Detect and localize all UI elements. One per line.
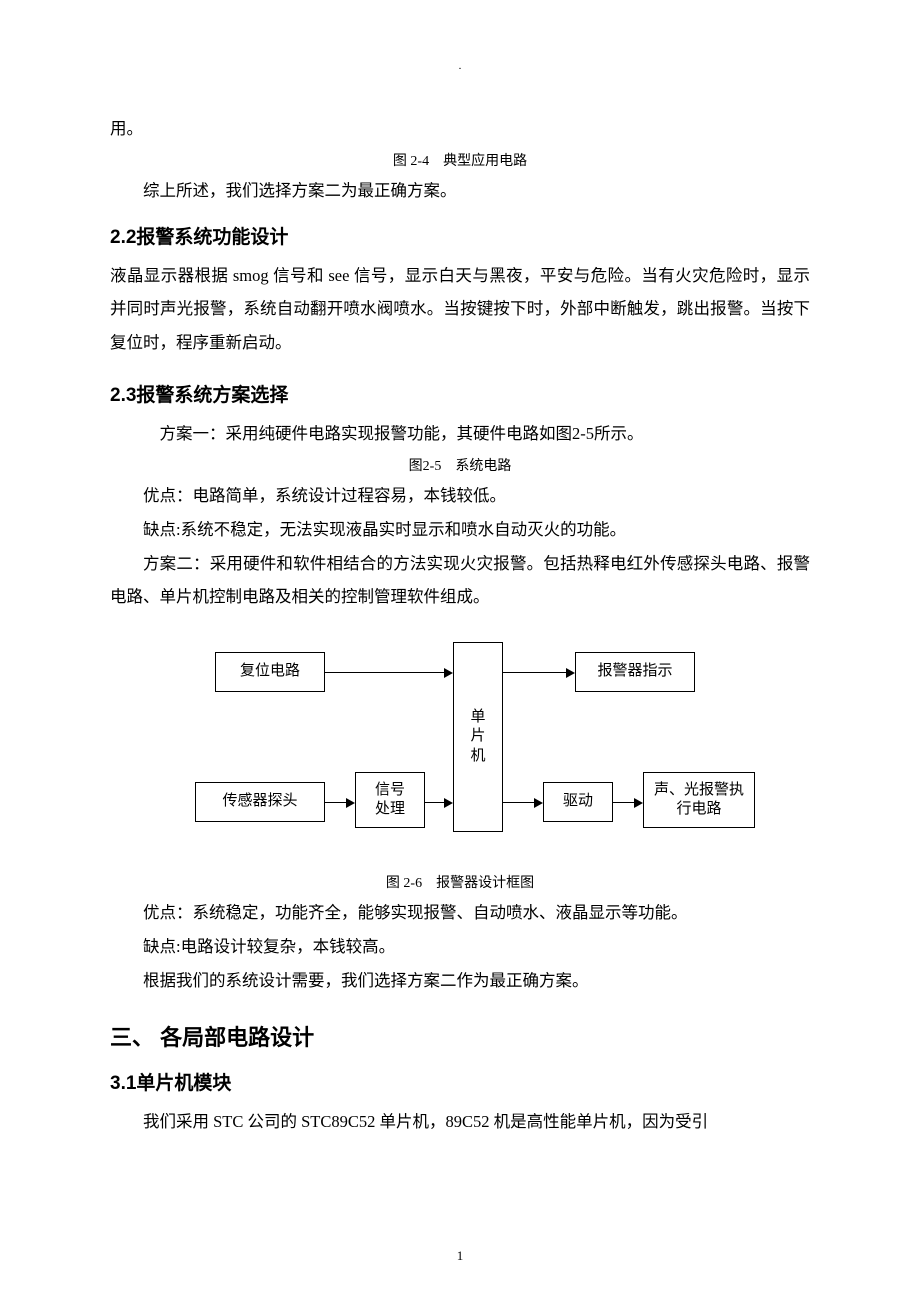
page: . 用。 图 2-4 典型应用电路 综上所述，我们选择方案二为最正确方案。 2.… xyxy=(0,0,920,1302)
diagram-node-exec: 声、光报警执 行电路 xyxy=(643,772,755,828)
paragraph-2-6-con: 缺点:电路设计较复杂，本钱较高。 xyxy=(110,930,810,964)
diagram-node-drive: 驱动 xyxy=(543,782,613,822)
diagram-edge-2 xyxy=(425,802,445,803)
paragraph-2-6-pro: 优点：系统稳定，功能齐全，能够实现报警、自动喷水、液晶显示等功能。 xyxy=(110,896,810,930)
page-number: 1 xyxy=(0,1248,920,1264)
diagram-edge-0 xyxy=(325,672,445,673)
page-header-dot: . xyxy=(110,60,810,72)
diagram-arrowhead-0 xyxy=(444,668,453,678)
diagram-edge-5 xyxy=(613,802,635,803)
paragraph-2-6-choice: 根据我们的系统设计需要，我们选择方案二作为最正确方案。 xyxy=(110,964,810,998)
diagram-edge-3 xyxy=(503,672,567,673)
heading-2-2: 2.2报警系统功能设计 xyxy=(110,222,810,249)
diagram-node-alarm: 报警器指示 xyxy=(575,652,695,692)
figure-caption-2-6: 图 2-6 报警器设计框图 xyxy=(110,872,810,892)
diagram-arrowhead-3 xyxy=(566,668,575,678)
heading-3-1: 3.1单片机模块 xyxy=(110,1068,810,1095)
paragraph-2-3-con1: 缺点:系统不稳定，无法实现液晶实时显示和喷水自动灭火的功能。 xyxy=(110,513,810,547)
diagram-edge-1 xyxy=(325,802,347,803)
paragraph-2-2: 液晶显示器根据 smog 信号和 see 信号，显示白天与黑夜，平安与危险。当有… xyxy=(110,259,810,360)
paragraph-2-3-pro1: 优点：电路简单，系统设计过程容易，本钱较低。 xyxy=(110,479,810,513)
diagram-arrowhead-4 xyxy=(534,798,543,808)
diagram-node-signal: 信号 处理 xyxy=(355,772,425,828)
figure-caption-2-4: 图 2-4 典型应用电路 xyxy=(110,150,810,170)
heading-2-3: 2.3报警系统方案选择 xyxy=(110,380,810,407)
diagram-node-mcu: 单 片 机 xyxy=(453,642,503,832)
diagram-edge-4 xyxy=(503,802,535,803)
paragraph-2-3-scheme2: 方案二：采用硬件和软件相结合的方法实现火灾报警。包括热释电红外传感探头电路、报警… xyxy=(110,547,810,615)
diagram-arrowhead-1 xyxy=(346,798,355,808)
paragraph-3-1: 我们采用 STC 公司的 STC89C52 单片机，89C52 机是高性能单片机… xyxy=(110,1105,810,1139)
paragraph-summary-1: 综上所述，我们选择方案二为最正确方案。 xyxy=(110,174,810,208)
diagram-node-reset: 复位电路 xyxy=(215,652,325,692)
diagram-arrowhead-2 xyxy=(444,798,453,808)
paragraph-2-3-scheme1: 方案一：采用纯硬件电路实现报警功能，其硬件电路如图2-5所示。 xyxy=(110,417,810,451)
diagram-node-sensor: 传感器探头 xyxy=(195,782,325,822)
block-diagram: 复位电路传感器探头信号 处理单 片 机 报警器指示驱动声、光报警执 行电路 xyxy=(165,642,755,862)
paragraph-continuation: 用。 xyxy=(110,112,810,146)
diagram-arrowhead-5 xyxy=(634,798,643,808)
figure-caption-2-5: 图2-5 系统电路 xyxy=(110,455,810,475)
heading-3: 三、 各局部电路设计 xyxy=(110,1020,810,1052)
